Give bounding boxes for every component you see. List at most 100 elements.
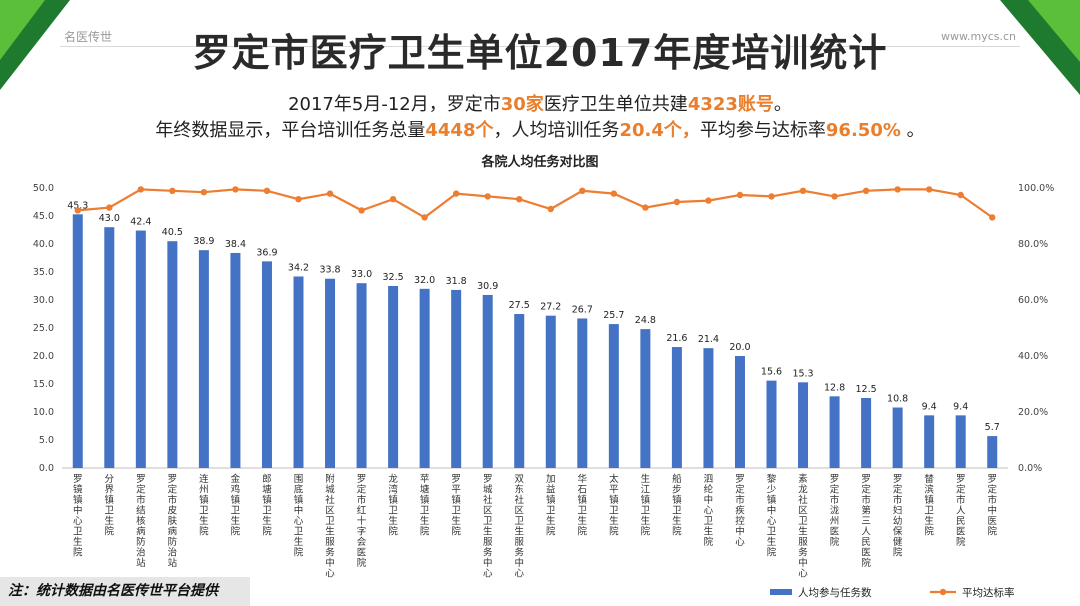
rate-point-8 <box>295 196 302 203</box>
rate-point-6 <box>232 186 239 193</box>
bar-value-label: 26.7 <box>572 304 593 315</box>
bar-value-label: 21.6 <box>666 333 687 344</box>
bar-value-label: 12.5 <box>856 384 877 395</box>
bar-19 <box>640 329 651 468</box>
bar-4 <box>167 241 178 468</box>
summary-highlight-avg-tasks: 20.4个， <box>619 120 700 141</box>
category-label: 罗定市泷州医院 <box>830 474 840 548</box>
summary-text-segment: 平均参与达标率 <box>699 120 826 141</box>
category-label: 素龙社区卫生服务中心 <box>798 473 808 580</box>
bar-value-label: 40.5 <box>162 227 183 238</box>
bar-value-label: 10.8 <box>887 394 908 405</box>
bar-value-label: 24.8 <box>635 315 656 326</box>
bar-27 <box>892 407 903 468</box>
y-left-tick-label: 30.0 <box>33 295 54 306</box>
rate-point-1 <box>74 207 81 214</box>
rate-point-5 <box>200 189 208 196</box>
bar-9 <box>325 278 336 468</box>
category-label: 附城社区卫生服务中心 <box>325 473 335 580</box>
rate-point-17 <box>579 187 586 194</box>
rate-point-20 <box>673 198 681 206</box>
summary-text: 2017年5月-12月，罗定市30家医疗卫生单位共建4323账号。 年终数据显示… <box>0 92 1080 144</box>
rate-point-28 <box>925 186 933 193</box>
y-left-tick-label: 50.0 <box>33 183 54 194</box>
bar-value-label: 33.0 <box>351 269 372 280</box>
training-comparison-chart: 各院人均任务对比图 0.0 5.0 10.0 15.0 20.0 25.0 30.0 35.0 4… <box>33 154 1054 599</box>
category-label: 连州镇卫生院 <box>199 473 209 538</box>
y-right-tick-label: 100.0% <box>1018 183 1054 194</box>
bar-3 <box>135 230 146 468</box>
category-label: 分界镇卫生院 <box>105 474 115 538</box>
bar-value-label: 33.8 <box>319 265 340 276</box>
bar-28 <box>924 415 935 468</box>
category-label: 罗定市结核病防治站 <box>136 474 146 569</box>
rate-point-7 <box>263 187 271 194</box>
y-left-tick-label: 35.0 <box>33 267 54 278</box>
footer-source-note: 注：统计数据由名医传世平台提供 <box>0 577 250 606</box>
category-label: 金鸡镇卫生院 <box>231 473 241 538</box>
bar-value-label: 38.9 <box>193 236 214 247</box>
category-label: 生江镇卫生院 <box>641 473 651 538</box>
bar-value-label: 27.2 <box>540 302 561 313</box>
bar-1 <box>72 214 83 468</box>
bar-29 <box>955 415 966 468</box>
bar-value-label: 15.3 <box>792 368 813 379</box>
category-label: 郎塘镇卫生院 <box>262 473 272 538</box>
bar-value-label: 27.5 <box>509 300 530 311</box>
y-right-tick-label: 20.0% <box>1018 407 1048 418</box>
rate-point-10 <box>358 207 365 214</box>
category-label: 罗定市皮肤病防治站 <box>168 474 178 569</box>
legend-label-rate: 平均达标率 <box>962 586 1015 599</box>
bar-30 <box>987 436 998 468</box>
bar-24 <box>798 382 809 468</box>
bar-value-label: 32.5 <box>383 272 404 283</box>
rate-point-9 <box>326 190 334 197</box>
category-label: 加益镇卫生院 <box>546 474 556 538</box>
category-label: 罗城社区卫生服务中心 <box>483 474 493 580</box>
bar-11 <box>388 286 399 468</box>
bar-value-label: 30.9 <box>477 281 498 292</box>
summary-text-segment: 。 <box>773 94 792 115</box>
y-right-tick-label: 0.0% <box>1018 463 1042 474</box>
category-label: 罗定市第三人民医院 <box>861 474 871 569</box>
rate-point-16 <box>547 205 554 213</box>
corner-decoration-left-light <box>0 0 45 60</box>
y-left-tick-label: 20.0 <box>33 351 54 362</box>
category-label: 双东社区卫生服务中心 <box>514 474 524 580</box>
bar-value-label: 21.4 <box>698 334 719 345</box>
rate-point-14 <box>484 193 491 200</box>
bar-10 <box>356 283 367 468</box>
rate-point-3 <box>137 186 145 193</box>
bar-26 <box>861 398 872 468</box>
bar-value-label: 31.8 <box>446 276 467 287</box>
rate-point-21 <box>705 197 712 204</box>
rate-point-24 <box>799 187 807 194</box>
bar-value-label: 20.0 <box>729 342 750 353</box>
y-left-tick-label: 0.0 <box>39 463 54 474</box>
y-left-tick-label: 5.0 <box>39 435 54 446</box>
category-label: 罗定市人民医院 <box>956 474 966 548</box>
summary-text-segment: ，人均培训任务 <box>493 120 620 141</box>
category-label: 罗定市疾控中心 <box>735 474 745 548</box>
category-label: 船步镇卫生院 <box>672 473 682 538</box>
summary-highlight-accounts: 4323账号 <box>687 94 774 115</box>
rate-point-25 <box>831 193 838 200</box>
summary-highlight-total-tasks: 4448个 <box>425 120 494 141</box>
bar-value-label: 45.3 <box>67 200 88 211</box>
bar-value-label: 43.0 <box>99 213 120 224</box>
bar-22 <box>734 356 745 468</box>
legend-label-tasks: 人均参与任务数 <box>798 586 872 599</box>
bar-2 <box>104 227 115 468</box>
brand-name: 名医传世 <box>64 30 113 44</box>
category-label: 黎少镇中心卫生院 <box>767 473 777 559</box>
summary-text-segment: 医疗卫生单位共建 <box>543 94 688 115</box>
rate-point-23 <box>768 193 775 200</box>
category-label: 罗镜镇中心卫生院 <box>73 474 83 559</box>
bar-20 <box>671 347 682 468</box>
bar-6 <box>230 252 241 468</box>
category-label: 华石镇卫生院 <box>578 473 588 538</box>
rate-point-19 <box>642 204 649 211</box>
category-label: 泗纶中心卫生院 <box>704 474 714 548</box>
summary-highlight-rate: 96.50% <box>825 120 901 141</box>
bar-value-label: 9.4 <box>922 401 937 412</box>
